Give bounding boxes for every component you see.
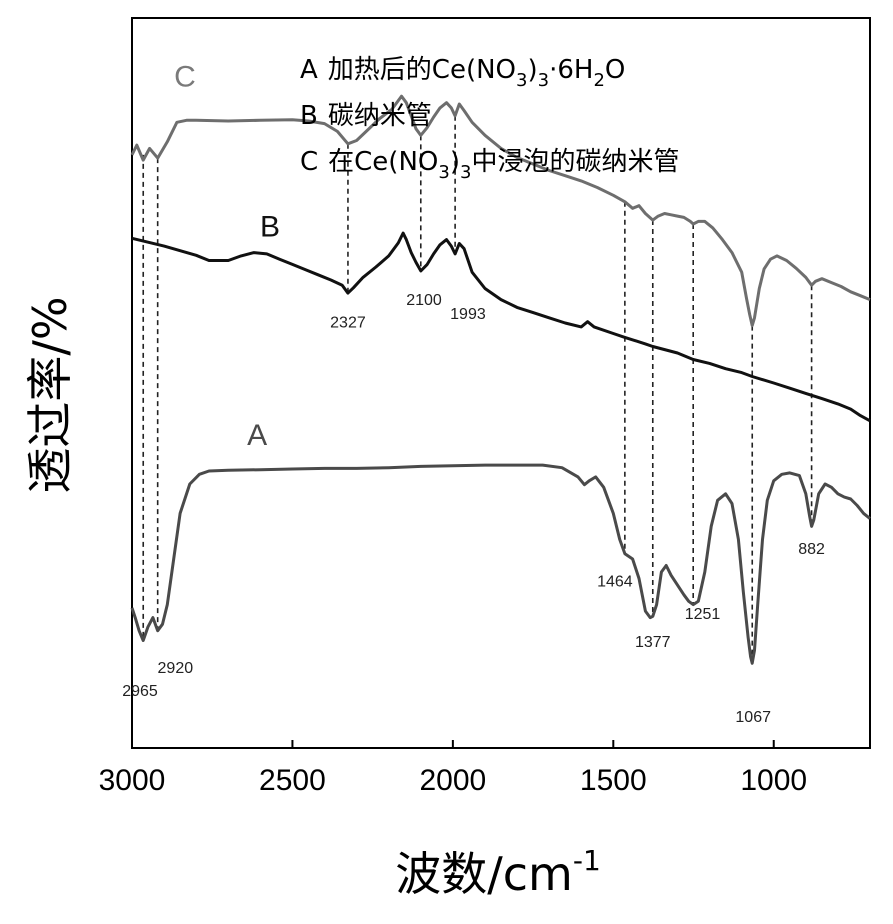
x-tick-label: 2000: [419, 764, 486, 797]
spectra: [132, 96, 870, 663]
x-tick-label: 1000: [740, 764, 807, 797]
legend-item-b: B碳纳米管: [300, 101, 432, 131]
y-axis-title: 透过率/%: [23, 296, 77, 493]
peak-label-882: 882: [798, 541, 825, 558]
curve-label-a: A: [247, 419, 267, 452]
series-a-line: [132, 465, 870, 663]
legend: A加热后的Ce(NO3)3·6H2O B碳纳米管 C在Ce(NO3)3中浸泡的碳…: [300, 55, 679, 183]
peak-label-1464: 1464: [597, 573, 633, 590]
x-tick-label: 2500: [259, 764, 326, 797]
curve-label-b: B: [260, 210, 280, 243]
peak-label-1993: 1993: [450, 306, 486, 323]
peak-guide-lines: [143, 116, 811, 664]
peak-label-1251: 1251: [685, 606, 721, 623]
peak-label-2920: 2920: [158, 660, 194, 677]
peak-label-2100: 2100: [406, 292, 442, 309]
series-b-line: [132, 233, 870, 421]
curve-label-c: C: [174, 60, 196, 93]
peak-labels: 29652920 2327 2100 1993 1464 1377 1251 1067 882: [122, 292, 825, 726]
peak-label-2327: 2327: [330, 315, 366, 332]
x-tick-label: 1500: [580, 764, 647, 797]
legend-item-c: C在Ce(NO3)3中浸泡的碳纳米管: [300, 147, 679, 183]
legend-item-a: A加热后的Ce(NO3)3·6H2O: [300, 55, 625, 91]
y-axis-title-group: 透过率/%: [23, 296, 77, 493]
x-axis-title: 波数/cm-1: [395, 844, 601, 901]
x-tick-label: 3000: [99, 764, 166, 797]
series-c-line: [132, 96, 870, 325]
peak-label-1067: 1067: [735, 709, 771, 726]
peak-label-2965: 2965: [122, 683, 158, 700]
peak-label-1377: 1377: [635, 634, 671, 651]
plot-frame: [132, 18, 870, 748]
